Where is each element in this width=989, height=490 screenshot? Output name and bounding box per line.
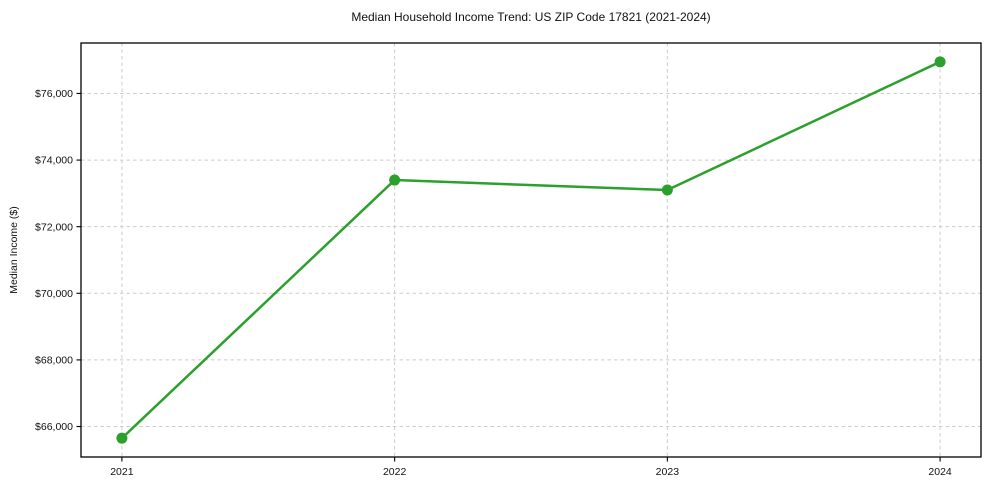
data-point-2023: [661, 184, 673, 196]
y-tick-label: $74,000: [35, 155, 73, 167]
income-trend-line: [120, 60, 942, 440]
x-tick-label: 2024: [928, 466, 952, 478]
x-tick-label: 2022: [383, 466, 407, 478]
y-tick-label: $76,000: [35, 88, 73, 100]
y-tick-label: $66,000: [35, 421, 73, 433]
plot-border: [80, 42, 982, 458]
y-tick-label: $68,000: [35, 354, 73, 366]
y-tick-label: $70,000: [35, 288, 73, 300]
data-point-2021: [116, 432, 128, 444]
x-tick-label: 2021: [110, 466, 134, 478]
y-tick-label: $72,000: [35, 221, 73, 233]
data-point-2022: [389, 174, 401, 186]
chart-title: Median Household Income Trend: US ZIP Co…: [351, 10, 711, 24]
data-point-2024: [934, 56, 946, 68]
x-tick-label: 2023: [656, 466, 680, 478]
